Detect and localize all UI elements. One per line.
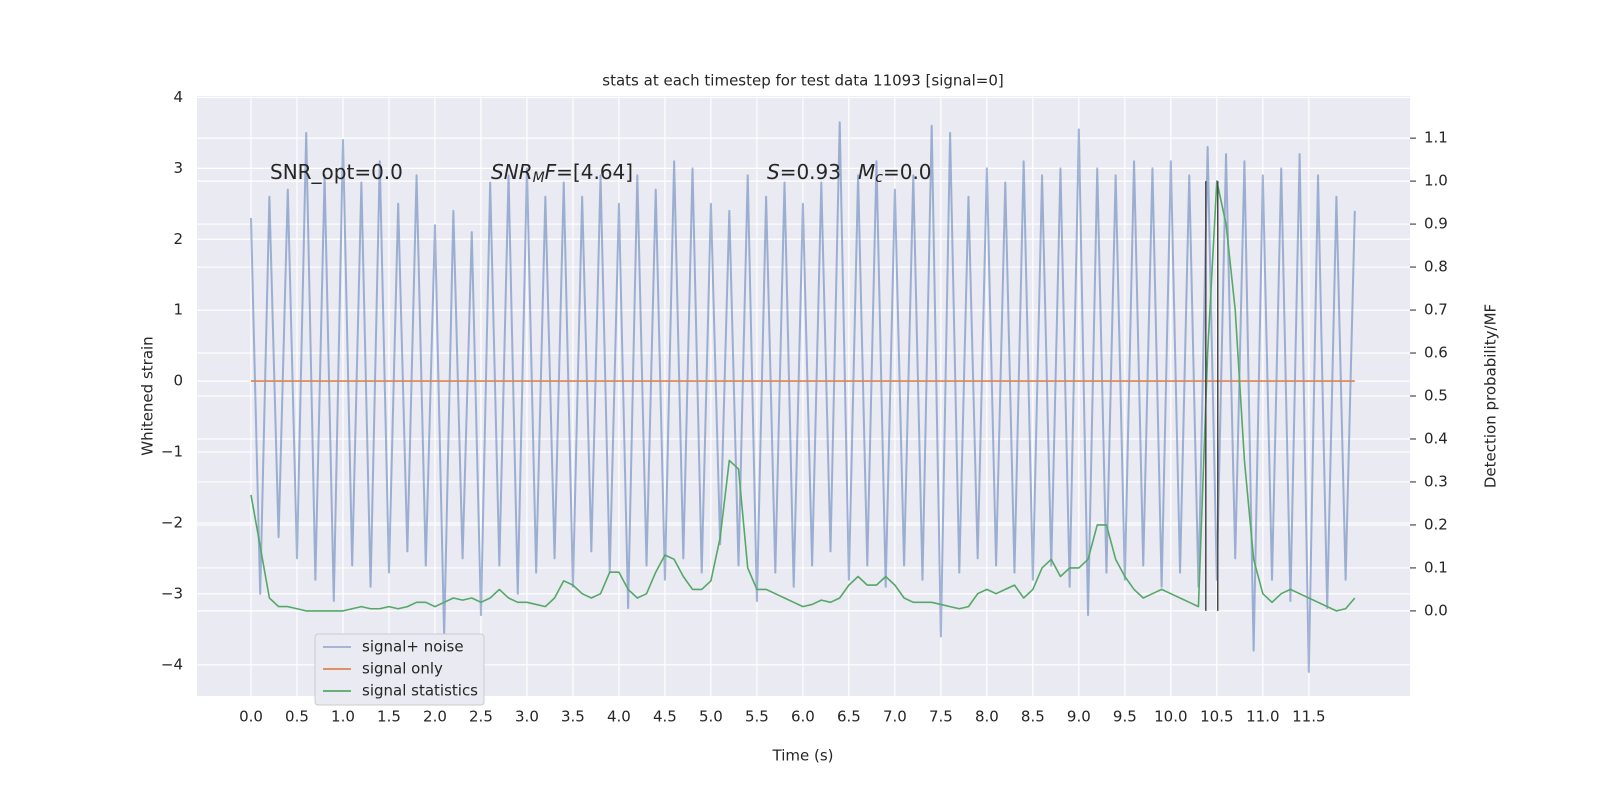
x-tick-label: 9.5 (1113, 708, 1137, 726)
x-tick-label: 4.5 (653, 708, 677, 726)
x-tick-label: 8.5 (1021, 708, 1045, 726)
x-axis-label: Time (s) (772, 747, 834, 765)
y2-tick-label: 0.1 (1424, 558, 1448, 576)
y2-tick-label: 0.5 (1424, 387, 1448, 405)
x-tick-label: 3.0 (515, 708, 539, 726)
series-line (249, 121, 1356, 673)
x-tick-label: 1.5 (377, 708, 401, 726)
legend-label: signal+ noise (362, 638, 464, 656)
y-tick-label: 4 (173, 88, 183, 106)
series-line (250, 180, 1356, 612)
x-tick-label: 6.5 (837, 708, 861, 726)
y2-tick-label: 0.9 (1424, 215, 1448, 233)
annotation-part: =0.0 (883, 160, 932, 184)
y-tick-label: 0 (173, 372, 183, 390)
y-tick-label: −1 (161, 443, 183, 461)
x-tick-label: 0.0 (239, 708, 263, 726)
annotation-part: =0.93 (780, 160, 841, 184)
y-tick-label: −4 (161, 655, 183, 673)
y2-tick-label: 0.7 (1424, 301, 1448, 319)
x-tick-label: 11.0 (1246, 708, 1279, 726)
legend-label: signal only (362, 660, 443, 678)
y2-tick-label: 0.2 (1424, 515, 1448, 533)
x-tick-label: 2.0 (423, 708, 447, 726)
annotation-part: S (767, 160, 780, 184)
chart-title: stats at each timestep for test data 110… (602, 72, 1003, 90)
annotation: SNRMF=[4.64] (491, 160, 633, 187)
y-tick-label: 1 (173, 301, 183, 319)
annotation: Mc=0.0 (858, 160, 932, 187)
x-tick-label: 10.0 (1154, 708, 1187, 726)
x-tick-label: 0.5 (285, 708, 309, 726)
legend-label: signal statistics (362, 682, 478, 700)
y2-tick-label: 0.4 (1424, 429, 1448, 447)
y-tick-label: −2 (161, 513, 183, 531)
annotation: S=0.93 (767, 160, 841, 184)
y2-tick-label: 1.1 (1424, 129, 1448, 147)
annotation-part: c (875, 170, 883, 186)
x-tick-label: 7.5 (929, 708, 953, 726)
x-tick-label: 6.0 (791, 708, 815, 726)
legend: signal+ noise signal only signal statistic… (314, 633, 485, 706)
y2-tick-label: 0.0 (1424, 601, 1448, 619)
y-tick-label: −3 (161, 584, 183, 602)
x-tick-label: 2.5 (469, 708, 493, 726)
annotation-part: M (858, 160, 875, 184)
y2-tick-label: 0.6 (1424, 344, 1448, 362)
y2-axis-label: Detection probability/MF (1482, 304, 1500, 488)
annotation-part: F (545, 160, 557, 184)
y-tick-label: 3 (173, 159, 183, 177)
x-tick-label: 5.0 (699, 708, 723, 726)
annotation-part: SNR (491, 160, 533, 184)
y-axis-label: Whitened strain (139, 336, 157, 455)
x-tick-label: 9.0 (1067, 708, 1091, 726)
x-tick-label: 4.0 (607, 708, 631, 726)
y2-tick-label: 0.3 (1424, 472, 1448, 490)
x-tick-label: 5.5 (745, 708, 769, 726)
annotation-part: =[4.64] (556, 160, 633, 184)
annotation-part: SNR_opt=0.0 (270, 160, 403, 184)
legend-box (314, 633, 485, 706)
y2-tick-label: 1.0 (1424, 172, 1448, 190)
y2-tick-label: 0.8 (1424, 258, 1448, 276)
x-tick-label: 8.0 (975, 708, 999, 726)
annotation: SNR_opt=0.0 (270, 160, 403, 184)
x-tick-label: 7.0 (883, 708, 907, 726)
x-tick-label: 1.0 (331, 708, 355, 726)
annotation-part: M (533, 170, 545, 186)
x-tick-label: 11.5 (1292, 708, 1325, 726)
x-tick-label: 10.5 (1200, 708, 1233, 726)
x-tick-label: 3.5 (561, 708, 585, 726)
y-tick-label: 2 (173, 230, 183, 248)
